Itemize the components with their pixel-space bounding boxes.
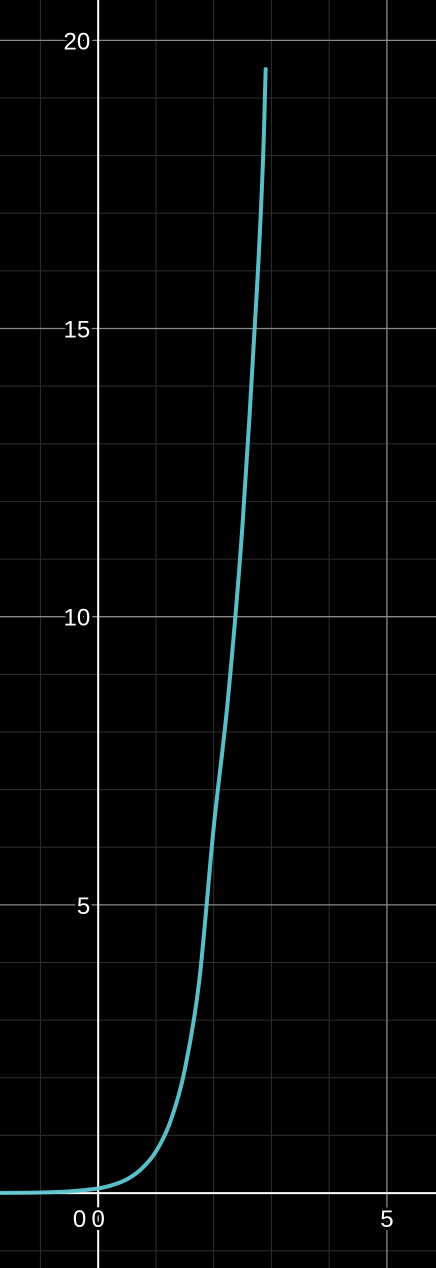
origin-label: 0 xyxy=(73,1206,86,1233)
y-tick-label: 5 xyxy=(77,893,90,920)
y-tick-label: 10 xyxy=(63,605,90,632)
tick-labels: 5 10 15 20 0 5 0 xyxy=(60,25,396,1236)
series-line xyxy=(0,67,268,1195)
x-tick-label: 5 xyxy=(380,1206,393,1233)
series-layer xyxy=(0,67,268,1195)
y-tick-label: 20 xyxy=(63,28,90,55)
y-tick-label: 15 xyxy=(63,317,90,344)
x-tick-label: 0 xyxy=(91,1206,104,1233)
